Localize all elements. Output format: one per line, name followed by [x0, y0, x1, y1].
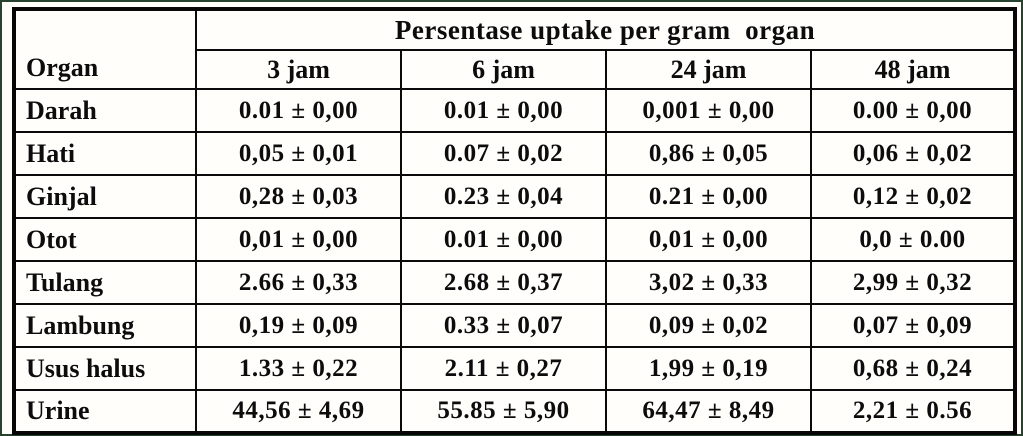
- value-cell: 0,01 ± 0,00: [195, 217, 402, 262]
- organ-name-cell: Ginjal: [13, 174, 197, 219]
- organ-name-cell: Otot: [13, 217, 197, 262]
- value-cell: 0.01 ± 0,00: [400, 217, 607, 262]
- value-cell: 0.33 ± 0,07: [400, 303, 607, 348]
- table-row-tulang: Tulang 2.66 ± 0,33 2.68 ± 0,37 3,02 ± 0,…: [13, 260, 1017, 305]
- value-cell: 1,99 ± 0,19: [605, 346, 812, 391]
- column-header-48jam: 48 jam: [809, 49, 1017, 90]
- table-header-group-row: Organ Persentase uptake per gram organ: [13, 8, 1017, 90]
- value-cell: 0,19 ± 0,09: [195, 303, 402, 348]
- value-cell: 0,28 ± 0,03: [195, 174, 402, 219]
- value-cell: 0,06 ± 0,02: [809, 131, 1017, 176]
- value-cell: 1.33 ± 0,22: [195, 346, 402, 391]
- table-row-hati: Hati 0,05 ± 0,01 0.07 ± 0,02 0,86 ± 0,05…: [13, 131, 1017, 176]
- value-cell: 0,001 ± 0,00: [605, 88, 812, 133]
- value-cell: 0,12 ± 0,02: [809, 174, 1017, 219]
- organ-name-cell: Urine: [13, 389, 197, 434]
- value-cell: 0.07 ± 0,02: [400, 131, 607, 176]
- table-row-ginjal: Ginjal 0,28 ± 0,03 0.23 ± 0,04 0.21 ± 0,…: [13, 174, 1017, 219]
- value-cell: 0,01 ± 0,00: [605, 217, 812, 262]
- organ-column-header: Organ: [13, 8, 197, 90]
- value-cell: 0.01 ± 0,00: [195, 88, 402, 133]
- value-cell: 0,0 ± 0.00: [809, 217, 1017, 262]
- value-cell: 0,05 ± 0,01: [195, 131, 402, 176]
- column-header-3jam: 3 jam: [195, 49, 402, 90]
- table-row-usus-halus: Usus halus 1.33 ± 0,22 2.11 ± 0,27 1,99 …: [13, 346, 1017, 391]
- organ-name-cell: Hati: [13, 131, 197, 176]
- table-row-otot: Otot 0,01 ± 0,00 0.01 ± 0,00 0,01 ± 0,00…: [13, 217, 1017, 262]
- column-header-24jam: 24 jam: [605, 49, 812, 90]
- table-row-lambung: Lambung 0,19 ± 0,09 0.33 ± 0,07 0,09 ± 0…: [13, 303, 1017, 348]
- value-cell: 0,07 ± 0,09: [809, 303, 1017, 348]
- value-cell: 0.23 ± 0,04: [400, 174, 607, 219]
- value-cell: 64,47 ± 8,49: [605, 389, 812, 434]
- value-cell: 0,86 ± 0,05: [605, 131, 812, 176]
- organ-name-cell: Usus halus: [13, 346, 197, 391]
- value-cell: 0.21 ± 0,00: [605, 174, 812, 219]
- table-row-urine: Urine 44,56 ± 4,69 55.85 ± 5,90 64,47 ± …: [13, 389, 1017, 434]
- organ-name-cell: Darah: [13, 88, 197, 133]
- table-row-darah: Darah 0.01 ± 0,00 0.01 ± 0,00 0,001 ± 0,…: [13, 88, 1017, 133]
- uptake-data-table: Organ Persentase uptake per gram organ 3…: [12, 7, 1018, 435]
- value-cell: 55.85 ± 5,90: [400, 389, 607, 434]
- value-cell: 0.01 ± 0,00: [400, 88, 607, 133]
- organ-name-cell: Tulang: [13, 260, 197, 305]
- table-header-time-row: 3 jam 6 jam 24 jam 48 jam: [14, 49, 1017, 90]
- organ-name-cell: Lambung: [13, 303, 197, 348]
- value-cell: 2.68 ± 0,37: [400, 260, 607, 305]
- value-cell: 2,99 ± 0,32: [809, 260, 1017, 305]
- column-header-6jam: 6 jam: [400, 49, 607, 90]
- value-cell: 2.11 ± 0,27: [400, 346, 607, 391]
- value-cell: 2.66 ± 0,33: [195, 260, 402, 305]
- value-cell: 0,68 ± 0,24: [809, 346, 1017, 391]
- value-cell: 3,02 ± 0,33: [605, 260, 812, 305]
- value-cell: 0,09 ± 0,02: [605, 303, 812, 348]
- value-cell: 0.00 ± 0,00: [809, 88, 1017, 133]
- value-cell: 2,21 ± 0.56: [809, 389, 1017, 434]
- table-title-cell: Persentase uptake per gram organ: [194, 8, 1017, 51]
- value-cell: 44,56 ± 4,69: [195, 389, 402, 434]
